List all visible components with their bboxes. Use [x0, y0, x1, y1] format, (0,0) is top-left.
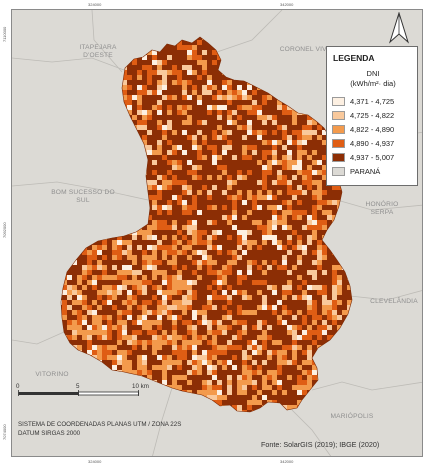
scale-tick-10: 10 km — [132, 383, 149, 390]
legend-box: LEGENDA DNI (kWh/m²· dia) 4,371 - 4,725 … — [326, 46, 418, 186]
legend-variable: DNI — [366, 69, 380, 78]
legend-swatch — [332, 111, 345, 120]
crs-text: SISTEMA DE COORDENADAS PLANAS UTM / ZONA… — [18, 421, 182, 428]
legend-label: 4,371 - 4,725 — [350, 97, 395, 106]
coord-left-1: 7110000 — [2, 26, 7, 42]
scale-tick-0: 0 — [16, 383, 20, 390]
legend-label: 4,822 - 4,890 — [350, 125, 395, 134]
coord-left-2: 7092000 — [2, 222, 7, 238]
legend-swatch — [332, 139, 345, 148]
coord-bottom-1: 324000 — [88, 459, 102, 464]
legend-swatch — [332, 167, 345, 176]
scale-tick-5: 5 — [76, 383, 80, 390]
municipal-borders — [12, 10, 422, 456]
legend-swatch — [332, 153, 345, 162]
coord-top-1: 324000 — [88, 2, 102, 7]
legend-title: LEGENDA — [333, 53, 375, 63]
legend-label: 4,937 - 5,007 — [350, 153, 395, 162]
coord-bottom-2: 342000 — [280, 459, 294, 464]
coord-top-2: 342000 — [280, 2, 294, 7]
map-canvas — [12, 10, 422, 456]
legend-swatch — [332, 97, 345, 106]
label-itapejara: ITAPEJARA D'OESTE — [79, 44, 117, 59]
label-bom-sucesso: BOM SUCESSO DO SUL — [51, 189, 115, 204]
label-vitorino: VITORINO — [35, 371, 69, 378]
scale-bar — [18, 390, 139, 396]
north-arrow-icon — [388, 12, 410, 44]
legend-label: 4,890 - 4,937 — [350, 139, 395, 148]
dni-raster — [61, 37, 352, 412]
label-clevelandia: CLEVELÂNDIA — [370, 298, 418, 305]
coord-left-3: 7074000 — [2, 424, 7, 440]
source-text: Fonte: SolarGIS (2019); IBGE (2020) — [261, 440, 380, 449]
legend-swatch — [332, 125, 345, 134]
label-mariopolis: MARIÓPOLIS — [330, 413, 374, 420]
legend-unit: (kWh/m²· dia) — [350, 79, 396, 88]
label-honorio-serpa: HONÓRIO SERPA — [365, 201, 399, 216]
datum-text: DATUM SIRGAS 2000 — [18, 430, 81, 437]
legend-label: PARANÁ — [350, 167, 381, 176]
legend-label: 4,725 - 4,822 — [350, 111, 395, 120]
